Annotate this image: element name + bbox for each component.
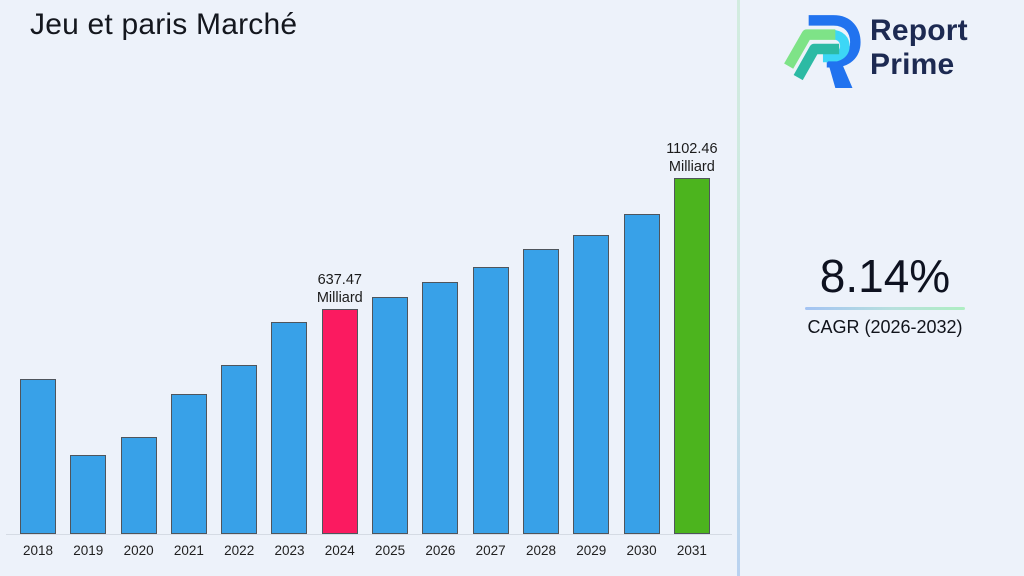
x-axis-label-2027: 2027 (475, 543, 506, 558)
bar-column: 2027 (472, 267, 509, 558)
x-axis-label-2025: 2025 (375, 543, 406, 558)
bar-column: 2021 (170, 394, 207, 558)
bar-column: 2020 (120, 437, 157, 558)
x-axis-label-2030: 2030 (626, 543, 657, 558)
stat-underline (805, 307, 965, 311)
bar-annotation-2031: 1102.46 Milliard (666, 140, 718, 175)
x-axis-label-2020: 2020 (123, 543, 154, 558)
x-axis-label-2018: 2018 (22, 543, 54, 558)
bar-2031 (673, 178, 710, 534)
bar-column: 2030 (623, 214, 660, 558)
x-axis-label-2031: 2031 (676, 543, 707, 558)
bar-2019 (70, 455, 107, 534)
logo-text-line1: Report (870, 13, 968, 47)
bar-chart: 2018 2019 2020 2021 2022 2023 637.47 Milliard 20… (20, 141, 718, 558)
bar-2018 (20, 379, 56, 534)
bar-2030 (623, 214, 660, 534)
bar-2029 (573, 235, 610, 534)
x-axis-baseline (6, 534, 732, 535)
bar-column: 637.47 Milliard 2024 (317, 272, 363, 558)
bar-2026 (422, 282, 459, 534)
bar-column: 2019 (70, 455, 107, 558)
bar-2021 (170, 394, 207, 534)
logo-text-line2: Prime (870, 48, 955, 81)
bar-2028 (522, 249, 559, 534)
section-divider (737, 0, 740, 576)
cagr-stat: 8.14% CAGR (2026-2032) (745, 248, 1024, 338)
x-axis-label-2021: 2021 (173, 543, 204, 558)
logo-mark-icon (784, 15, 861, 88)
bar-2023 (271, 322, 308, 534)
bar-2025 (372, 297, 409, 534)
bar-column: 2029 (573, 235, 610, 558)
bar-annotation-2024: 637.47 Milliard (316, 271, 363, 306)
bar-2020 (120, 437, 157, 534)
cagr-caption: CAGR (2026-2032) (807, 317, 963, 338)
x-axis-label-2024: 2024 (324, 543, 355, 558)
page-title: Jeu et paris Marché (30, 8, 298, 41)
x-axis-label-2029: 2029 (576, 543, 607, 558)
cagr-value: 8.14% (819, 250, 951, 302)
x-axis-label-2019: 2019 (73, 543, 104, 558)
bar-column: 2025 (372, 297, 409, 558)
bar-column: 2026 (422, 282, 459, 558)
logo-text: Report Prime (870, 14, 968, 82)
bar-2022 (221, 365, 258, 534)
bar-column: 2023 (271, 322, 308, 558)
bar-column: 2018 (20, 379, 56, 558)
x-axis-label-2026: 2026 (425, 543, 456, 558)
bar-column: 1102.46 Milliard 2031 (666, 141, 717, 558)
x-axis-label-2028: 2028 (525, 543, 556, 558)
bar-2024 (321, 309, 358, 534)
x-axis-label-2023: 2023 (274, 543, 305, 558)
bar-column: 2022 (221, 365, 258, 558)
report-prime-logo: Report Prime (783, 8, 968, 88)
bar-2027 (472, 267, 509, 534)
bar-column: 2028 (522, 249, 559, 558)
x-axis-label-2022: 2022 (224, 543, 255, 558)
